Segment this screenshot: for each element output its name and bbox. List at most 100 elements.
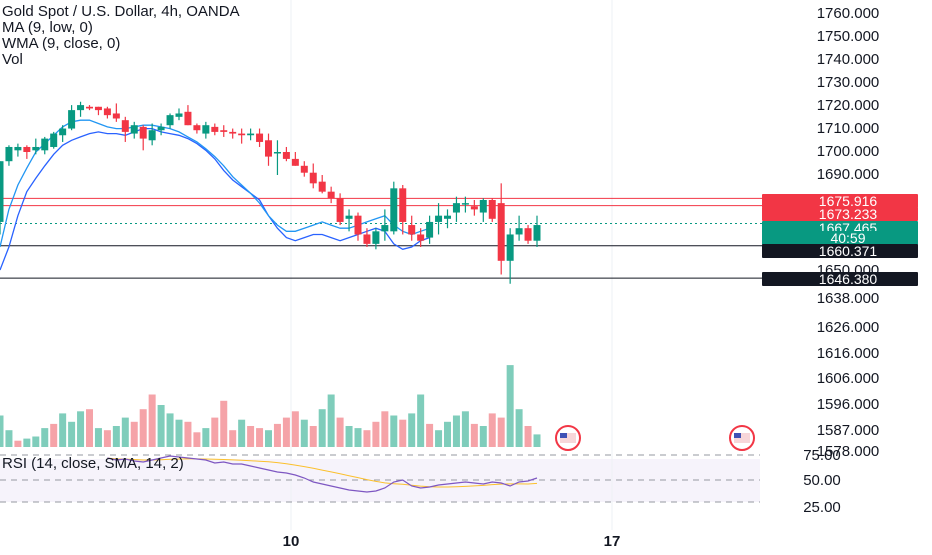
candle[interactable] [426,221,434,238]
volume-bar[interactable] [381,411,389,447]
candle[interactable] [32,146,40,151]
volume-bar[interactable] [291,411,299,447]
volume-bar[interactable] [488,413,496,447]
rsi-line[interactable] [107,455,538,493]
price-tag[interactable] [762,272,918,286]
rsi-legend[interactable]: RSI (14, close, SMA, 14, 2) [2,455,184,472]
candle[interactable] [488,200,496,219]
ma-indicator-label[interactable]: MA (9, low, 0) [2,19,93,36]
volume-bar[interactable] [515,409,523,447]
volume-bar[interactable] [50,423,58,447]
candle[interactable] [515,228,523,235]
volume-bar[interactable] [461,411,469,447]
wma-indicator-label[interactable]: WMA (9, close, 0) [2,35,121,52]
volume-bar[interactable] [193,432,201,447]
candle[interactable] [121,120,129,132]
candle[interactable] [435,215,443,222]
candle[interactable] [533,225,541,241]
volume-bar[interactable] [211,417,219,447]
volume-bar[interactable] [229,430,237,447]
volume-bar[interactable] [390,415,398,448]
volume-bar[interactable] [256,428,264,447]
volume-bar[interactable] [121,417,129,447]
candle[interactable] [68,110,76,129]
volume-bar[interactable] [426,423,434,447]
candle[interactable] [202,125,210,134]
candle[interactable] [247,133,255,136]
candle[interactable] [112,113,120,119]
volume-bar[interactable] [399,419,407,447]
volume-bar[interactable] [309,426,317,447]
candle[interactable] [184,111,192,126]
price-tag[interactable] [762,194,918,208]
candle[interactable] [354,215,362,235]
volume-bar[interactable] [435,430,443,447]
volume-bar[interactable] [103,430,111,447]
candle[interactable] [86,106,93,109]
candle[interactable] [336,198,344,222]
candle[interactable] [452,203,460,213]
candle[interactable] [372,231,380,244]
volume-bar[interactable] [318,409,326,447]
candle[interactable] [193,125,201,131]
candle[interactable] [524,228,532,241]
candle[interactable] [417,234,425,241]
price-tag[interactable] [762,231,918,245]
candle[interactable] [5,146,13,162]
volume-bar[interactable] [77,411,85,447]
volume-bar[interactable] [327,394,335,448]
volume-bar[interactable] [363,430,371,447]
candle[interactable] [381,225,389,232]
volume-bar[interactable] [533,434,541,447]
volume-bar[interactable] [41,428,49,447]
volume-bar[interactable] [148,394,156,448]
candle[interactable] [14,146,22,151]
volume-bar[interactable] [130,421,138,447]
wma-line[interactable] [0,119,430,248]
candle[interactable] [50,133,58,147]
volume-bar[interactable] [0,415,4,448]
candle[interactable] [148,130,156,141]
volume-bar[interactable] [506,365,514,447]
candle[interactable] [291,158,299,166]
volume-bar[interactable] [166,413,174,447]
candle[interactable] [59,128,67,136]
volume-bar[interactable] [300,419,308,447]
candle[interactable] [273,152,281,154]
volume-bar[interactable] [14,440,22,447]
candle[interactable] [470,206,478,210]
volume-bar[interactable] [5,430,13,447]
volume-bar[interactable] [417,394,425,448]
rsi-signal-line[interactable] [107,457,538,488]
volume-bar[interactable] [372,421,380,447]
volume-bar[interactable] [184,421,192,447]
volume-bar[interactable] [273,423,281,447]
volume-bar[interactable] [139,409,147,447]
candle[interactable] [94,106,102,111]
volume-bar[interactable] [444,421,451,447]
price-tag[interactable] [762,244,918,258]
candle[interactable] [175,113,183,117]
candle[interactable] [265,140,272,157]
candle[interactable] [300,165,308,173]
candle[interactable] [318,181,326,192]
volume-bar[interactable] [282,417,290,447]
candle[interactable] [139,126,147,139]
volume-bar[interactable] [94,428,102,447]
volume-bar[interactable] [354,428,362,447]
volume-bar[interactable] [238,419,246,447]
volume-bar[interactable] [247,426,255,447]
volume-bar[interactable] [336,417,344,447]
candle[interactable] [166,115,174,126]
volume-bar[interactable] [23,438,31,447]
candle[interactable] [41,138,49,151]
candle[interactable] [461,203,469,205]
candle[interactable] [497,203,505,261]
candle[interactable] [103,108,111,116]
candle[interactable] [282,152,290,159]
volume-bar[interactable] [157,405,165,447]
volume-indicator-label[interactable]: Vol [2,51,23,68]
volume-bar[interactable] [68,421,76,447]
volume-bar[interactable] [202,428,210,447]
